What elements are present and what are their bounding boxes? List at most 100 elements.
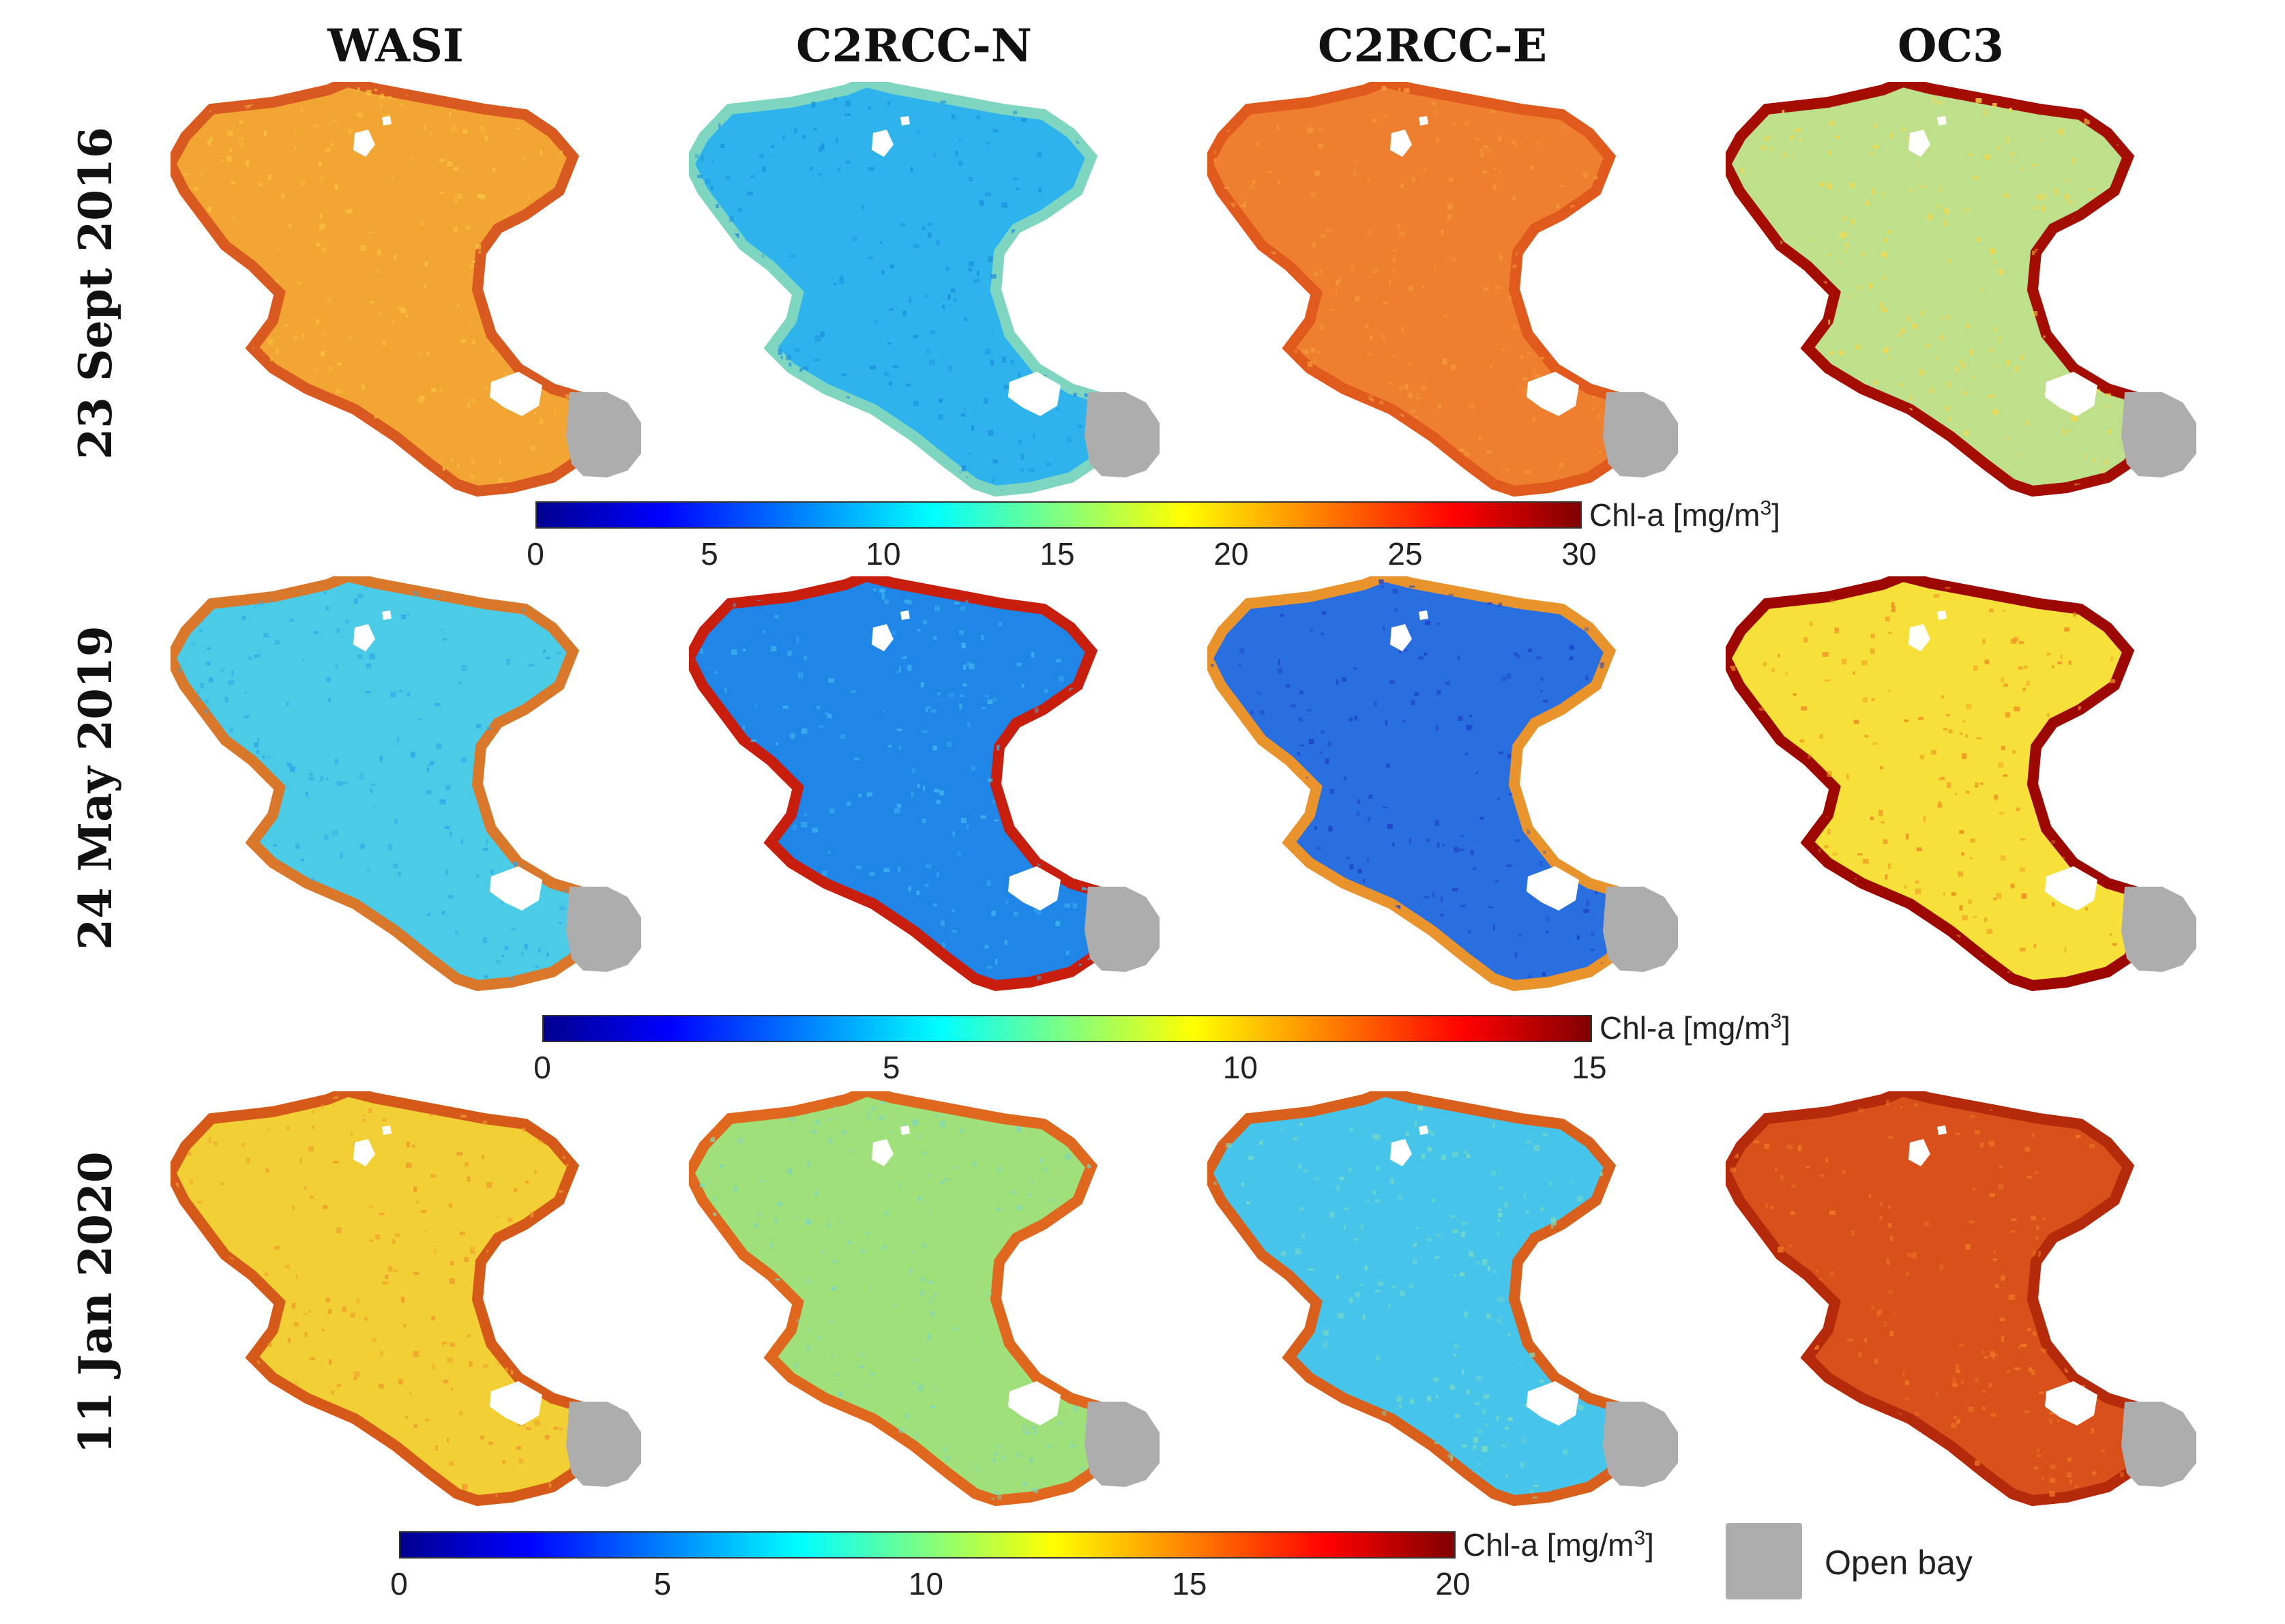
- chl-a-map: [1207, 576, 1678, 992]
- column-title: C2RCC-E: [1317, 19, 1548, 72]
- island-mask: [900, 610, 910, 620]
- open-bay-region: [1603, 392, 1678, 477]
- colorbar-tick-label: 10: [1222, 1050, 1258, 1085]
- island-mask: [1390, 624, 1412, 651]
- chl-a-map: [171, 1091, 641, 1507]
- island-mask: [1937, 610, 1947, 620]
- column-title: C2RCC-N: [795, 19, 1033, 72]
- island-mask: [2045, 866, 2097, 911]
- lake-surface: [1207, 82, 1633, 497]
- lake-surface: [689, 576, 1115, 992]
- open-bay-region: [566, 392, 641, 477]
- colorbar-tick-label: 15: [1172, 1566, 1207, 1601]
- island-mask: [1937, 1125, 1947, 1135]
- island-mask: [1937, 116, 1947, 126]
- island-mask: [382, 1125, 392, 1135]
- colorbar-unit-label: Chl-a [mg/m3]: [1463, 1526, 1654, 1563]
- island-mask: [872, 130, 894, 157]
- colorbar-tick-label: 15: [1572, 1050, 1607, 1085]
- chl-a-map: [689, 576, 1160, 992]
- colorbar-tick-label: 20: [1213, 536, 1249, 572]
- open-bay-legend-label: Open bay: [1825, 1544, 1973, 1582]
- island-mask: [1419, 116, 1428, 126]
- lake-surface: [171, 82, 596, 497]
- column-title: WASI: [327, 19, 464, 72]
- island-mask: [2045, 372, 2097, 416]
- chl-a-map: [689, 82, 1160, 497]
- lake-surface: [1726, 1091, 2151, 1507]
- colorbar-tick-label: 10: [908, 1566, 944, 1601]
- island-mask: [1527, 866, 1579, 911]
- chl-a-map: [689, 1091, 1160, 1507]
- chl-a-map: [1207, 82, 1678, 497]
- colorbar-tick-label: 0: [390, 1566, 408, 1601]
- island-mask: [353, 130, 375, 157]
- lake-surface: [1207, 576, 1633, 992]
- row-date-label: 11 Jan 2020: [69, 1151, 122, 1454]
- island-mask: [2045, 1381, 2097, 1426]
- lake-surface: [1207, 1091, 1633, 1507]
- colorbar-tick-label: 5: [701, 536, 718, 572]
- island-mask: [490, 866, 542, 911]
- island-mask: [1008, 372, 1061, 416]
- colorbar-tick-label: 10: [866, 536, 901, 572]
- open-bay-region: [2121, 392, 2196, 477]
- chl-a-map: [1726, 1091, 2196, 1507]
- colorbar-unit-label: Chl-a [mg/m3]: [1600, 1009, 1790, 1046]
- island-mask: [872, 1139, 894, 1166]
- island-mask: [872, 624, 894, 651]
- open-bay-region: [566, 1402, 641, 1487]
- row-date-label: 23 Sept 2016: [69, 127, 122, 460]
- island-mask: [1419, 1125, 1428, 1135]
- island-mask: [1908, 130, 1930, 157]
- column-title: OC3: [1898, 19, 2004, 72]
- lake-surface: [171, 576, 596, 992]
- colorbar-unit-label: Chl-a [mg/m3]: [1589, 497, 1780, 533]
- chl-a-map: [1726, 576, 2196, 992]
- colorbar-tick-label: 5: [882, 1050, 900, 1085]
- colorbar-tick-label: 0: [527, 536, 544, 572]
- chl-a-map: [171, 82, 641, 497]
- colorbar-tick-label: 30: [1561, 536, 1597, 572]
- lake-surface: [689, 82, 1115, 497]
- island-mask: [900, 116, 910, 126]
- island-mask: [900, 1125, 910, 1135]
- lake-surface: [171, 1091, 596, 1507]
- island-mask: [1419, 610, 1428, 620]
- island-mask: [1008, 1381, 1061, 1426]
- lake-surface: [1726, 576, 2151, 992]
- island-mask: [1527, 372, 1579, 416]
- open-bay-region: [2121, 887, 2196, 972]
- open-bay-region: [1085, 392, 1160, 477]
- island-mask: [353, 1139, 375, 1166]
- island-mask: [490, 372, 542, 416]
- island-mask: [1908, 1139, 1930, 1166]
- chl-a-map: [171, 576, 641, 992]
- colorbar-tick-label: 5: [653, 1566, 672, 1601]
- colorbar-gradient: [542, 1015, 1592, 1042]
- island-mask: [353, 624, 375, 651]
- colorbar-tick-label: 25: [1387, 536, 1423, 572]
- island-mask: [382, 116, 392, 126]
- island-mask: [382, 610, 392, 620]
- open-bay-region: [1603, 887, 1678, 972]
- island-mask: [1390, 130, 1412, 157]
- colorbar-gradient: [399, 1531, 1456, 1559]
- open-bay-region: [1603, 1402, 1678, 1487]
- open-bay-legend-swatch: [1726, 1523, 1802, 1599]
- colorbar-gradient: [535, 501, 1582, 529]
- open-bay-region: [1085, 887, 1160, 972]
- open-bay-region: [2121, 1402, 2196, 1487]
- lake-surface: [1726, 82, 2151, 497]
- colorbar-tick-label: 15: [1040, 536, 1075, 572]
- open-bay-region: [1085, 1402, 1160, 1487]
- colorbar-tick-label: 0: [533, 1050, 551, 1085]
- island-mask: [1008, 866, 1061, 911]
- chl-a-map: [1726, 82, 2196, 497]
- chl-a-map: [1207, 1091, 1678, 1507]
- lake-surface: [689, 1091, 1115, 1507]
- island-mask: [1390, 1139, 1412, 1166]
- colorbar-tick-label: 20: [1435, 1566, 1471, 1601]
- island-mask: [1527, 1381, 1579, 1426]
